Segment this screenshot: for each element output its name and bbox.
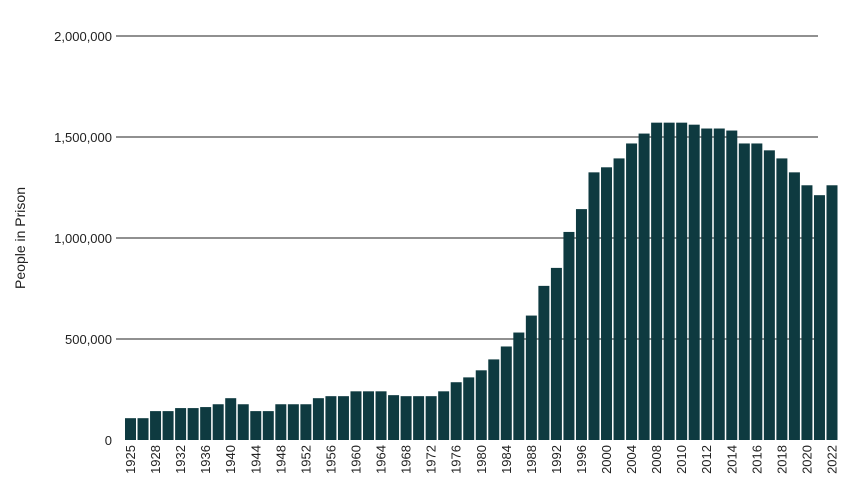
bar-2004 — [626, 143, 638, 441]
bar-2012 — [701, 128, 713, 441]
x-tick-label: 1960 — [348, 445, 363, 474]
bar-2010 — [676, 122, 688, 441]
bar-1994 — [563, 231, 575, 440]
x-tick-label: 1964 — [374, 445, 389, 474]
x-tick-label: 2000 — [599, 445, 614, 474]
x-tick-label: 1944 — [248, 445, 263, 474]
x-tick-label: 1952 — [298, 445, 313, 474]
bar-1988 — [525, 315, 537, 440]
bar-1976 — [450, 382, 462, 440]
bar-1984 — [500, 346, 512, 440]
y-tick-label: 2,000,000 — [54, 29, 112, 44]
bar-1956 — [325, 396, 337, 440]
x-tick-label: 2008 — [649, 445, 664, 474]
bar-1978 — [463, 377, 475, 440]
bar-2016 — [751, 143, 763, 441]
x-tick-label: 1984 — [499, 445, 514, 474]
bar-2014 — [726, 130, 738, 440]
bar-1942 — [237, 404, 249, 440]
bar-2013 — [713, 128, 725, 441]
bar-1936 — [200, 407, 212, 440]
bar-1964 — [375, 391, 387, 440]
x-axis-ticks: 1925 1928 1932 1936 1940 1944 1948 1952 1956 1960… — [123, 445, 840, 474]
bar-1954 — [312, 398, 324, 440]
bar-1958 — [337, 396, 349, 440]
bar-2019 — [788, 172, 800, 440]
bar-1948 — [275, 404, 287, 440]
x-tick-label: 1976 — [449, 445, 464, 474]
bar-2021 — [813, 195, 825, 440]
x-tick-label: 2004 — [624, 445, 639, 474]
bar-1992 — [550, 267, 562, 440]
gridlines — [116, 35, 818, 340]
bar-1990 — [538, 285, 550, 440]
bar-1970 — [413, 396, 425, 440]
bar-1972 — [425, 396, 437, 440]
bar-2011 — [688, 124, 700, 440]
bar-2009 — [663, 122, 675, 441]
bar-1944 — [250, 411, 262, 440]
x-tick-label: 2010 — [674, 445, 689, 474]
bar-1940 — [225, 398, 237, 440]
x-tick-label: 1932 — [173, 445, 188, 474]
bar-1934 — [187, 408, 199, 440]
x-tick-label: 2012 — [699, 445, 714, 474]
bar-1925 — [125, 418, 136, 440]
x-tick-label: 1936 — [198, 445, 213, 474]
bar-1980 — [475, 370, 487, 440]
x-tick-label: 1925 — [123, 445, 138, 474]
x-tick-label: 1940 — [223, 445, 238, 474]
x-tick-label: 1972 — [424, 445, 439, 474]
bar-1982 — [488, 359, 500, 440]
x-tick-label: 1928 — [148, 445, 163, 474]
x-tick-label: 2020 — [799, 445, 814, 474]
bar-2008 — [651, 122, 663, 441]
bar-2015 — [738, 143, 750, 441]
y-tick-label: 1,000,000 — [54, 231, 112, 246]
x-tick-label: 1992 — [549, 445, 564, 474]
x-tick-label: 1948 — [273, 445, 288, 474]
bar-1960 — [350, 391, 362, 440]
y-tick-label: 1,500,000 — [54, 130, 112, 145]
x-tick-label: 1968 — [399, 445, 414, 474]
x-tick-label: 1980 — [474, 445, 489, 474]
bar-1998 — [588, 172, 600, 440]
bar-1928 — [150, 411, 162, 440]
bar-1986 — [513, 332, 525, 440]
y-axis-label: People in Prison — [12, 187, 28, 289]
bar-2018 — [776, 158, 788, 441]
bar-1996 — [575, 209, 587, 440]
x-tick-label: 2022 — [825, 445, 840, 474]
bar-1946 — [262, 411, 274, 440]
y-axis-ticks: 0 500,000 1,000,000 1,500,000 2,000,000 — [54, 29, 112, 448]
x-tick-label: 1996 — [574, 445, 589, 474]
bar-2000 — [601, 167, 613, 441]
bar-1932 — [175, 408, 187, 440]
bar-1950 — [287, 404, 299, 440]
bar-2002 — [613, 158, 625, 441]
bar-1962 — [363, 391, 375, 440]
bar-1968 — [400, 396, 412, 440]
x-tick-label: 2014 — [724, 445, 739, 474]
bar-2020 — [801, 185, 813, 440]
bars — [125, 122, 838, 441]
y-tick-label: 0 — [105, 433, 112, 448]
x-tick-label: 1988 — [524, 445, 539, 474]
bar-1938 — [212, 404, 224, 440]
y-tick-label: 500,000 — [65, 332, 112, 347]
bar-2017 — [763, 150, 775, 440]
x-tick-label: 1956 — [323, 445, 338, 474]
bar-1966 — [388, 395, 400, 440]
bar-1926 — [137, 418, 149, 440]
bar-1952 — [300, 404, 312, 440]
bar-1930 — [162, 411, 174, 440]
bar-2022 — [826, 185, 838, 440]
bar-1974 — [438, 391, 450, 440]
x-tick-label: 2018 — [774, 445, 789, 474]
bar-2006 — [638, 133, 650, 441]
x-tick-label: 2016 — [749, 445, 764, 474]
